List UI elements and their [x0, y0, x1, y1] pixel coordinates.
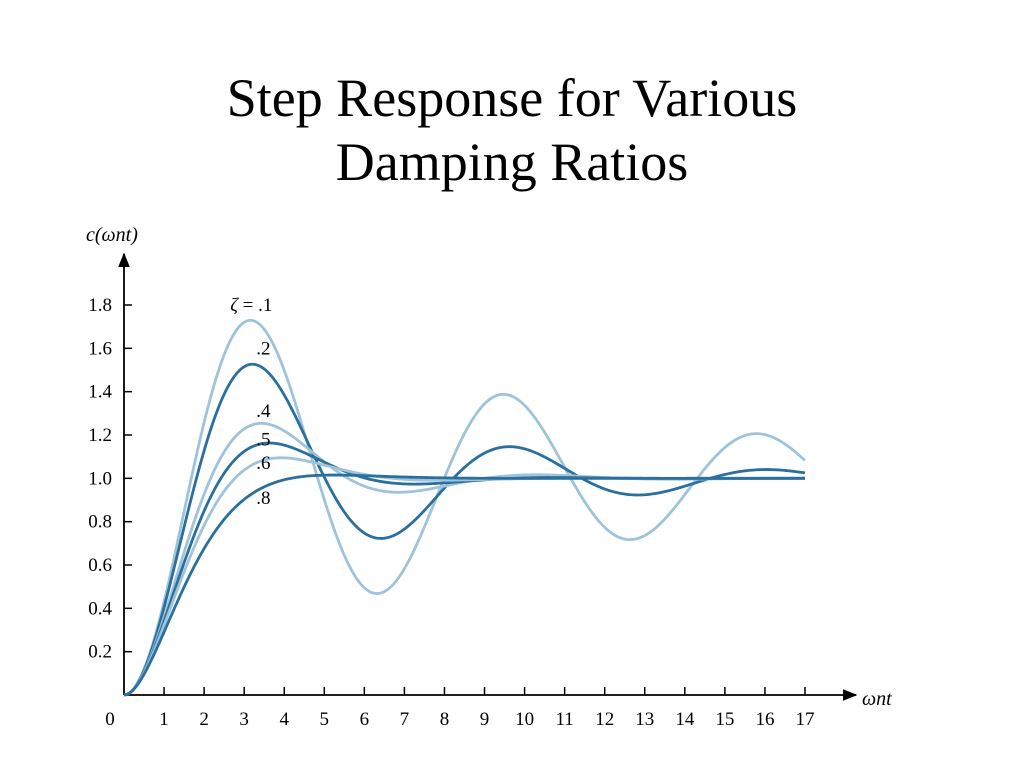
x-tick-label: 1 [159, 709, 169, 730]
series-line-zeta-0-1 [123, 318, 806, 697]
title-line-2: Damping Ratios [335, 132, 689, 192]
x-tick-label: 8 [440, 709, 450, 730]
y-axis-label: c(ωnt) [86, 224, 138, 246]
curve-label: .8 [256, 488, 270, 509]
x-tick-label: 13 [635, 709, 654, 730]
x-tick-label: 10 [515, 709, 534, 730]
y-ticks: 0.2 0.4 0.6 0.8 1.0 1.2 1.4 1.6 1.8 [88, 295, 132, 663]
x-tick-label: 2 [199, 709, 209, 730]
x-tick-label: 12 [595, 709, 614, 730]
curve-labels: ζ = .1 .2 .4 .5 .6 .8 [230, 295, 272, 509]
x-ticks: 0 1 2 3 4 5 6 7 8 9 10 11 12 13 14 15 16 17 [105, 687, 815, 730]
y-tick-label: 0.4 [88, 598, 112, 619]
x-axis-label: ωnt [862, 688, 892, 710]
title-line-1: Step Response for Various [226, 68, 798, 128]
x-tick-label: 15 [715, 709, 734, 730]
y-tick-label: 0.2 [88, 642, 112, 663]
y-tick-label: 0.8 [88, 512, 112, 533]
curve-label: .4 [256, 401, 271, 422]
y-tick-label: 0.6 [88, 555, 112, 576]
x-tick-label: 3 [239, 709, 249, 730]
curve-label: ζ = .1 [230, 295, 272, 316]
x-tick-label: 16 [755, 709, 774, 730]
series-line-zeta-0-2 [123, 362, 806, 697]
curves [123, 318, 806, 697]
x-tick-label: 6 [360, 709, 370, 730]
x-tick-label: 17 [796, 709, 815, 730]
x-tick-label: 11 [555, 709, 573, 730]
series-line-zeta-0-4 [123, 421, 805, 697]
axes [118, 252, 858, 701]
y-tick-label: 1.6 [88, 338, 112, 359]
x-tick-label: 9 [480, 709, 490, 730]
x-tick-label: 4 [279, 709, 289, 730]
y-tick-label: 1.0 [88, 468, 112, 489]
series-line-zeta-0-6 [123, 456, 805, 697]
page-title: Step Response for Various Damping Ratios [0, 66, 1024, 194]
curve-label: .2 [256, 338, 270, 359]
x-tick-label: 0 [105, 709, 115, 730]
curve-label: .5 [256, 429, 270, 450]
x-tick-label: 14 [675, 709, 695, 730]
y-tick-label: 1.4 [88, 382, 112, 403]
series-line-zeta-0-8 [123, 473, 805, 697]
x-tick-label: 5 [320, 709, 330, 730]
x-tick-label: 7 [400, 709, 410, 730]
y-tick-label: 1.2 [88, 425, 112, 446]
y-tick-label: 1.8 [88, 295, 112, 316]
curve-label: .6 [256, 453, 270, 474]
